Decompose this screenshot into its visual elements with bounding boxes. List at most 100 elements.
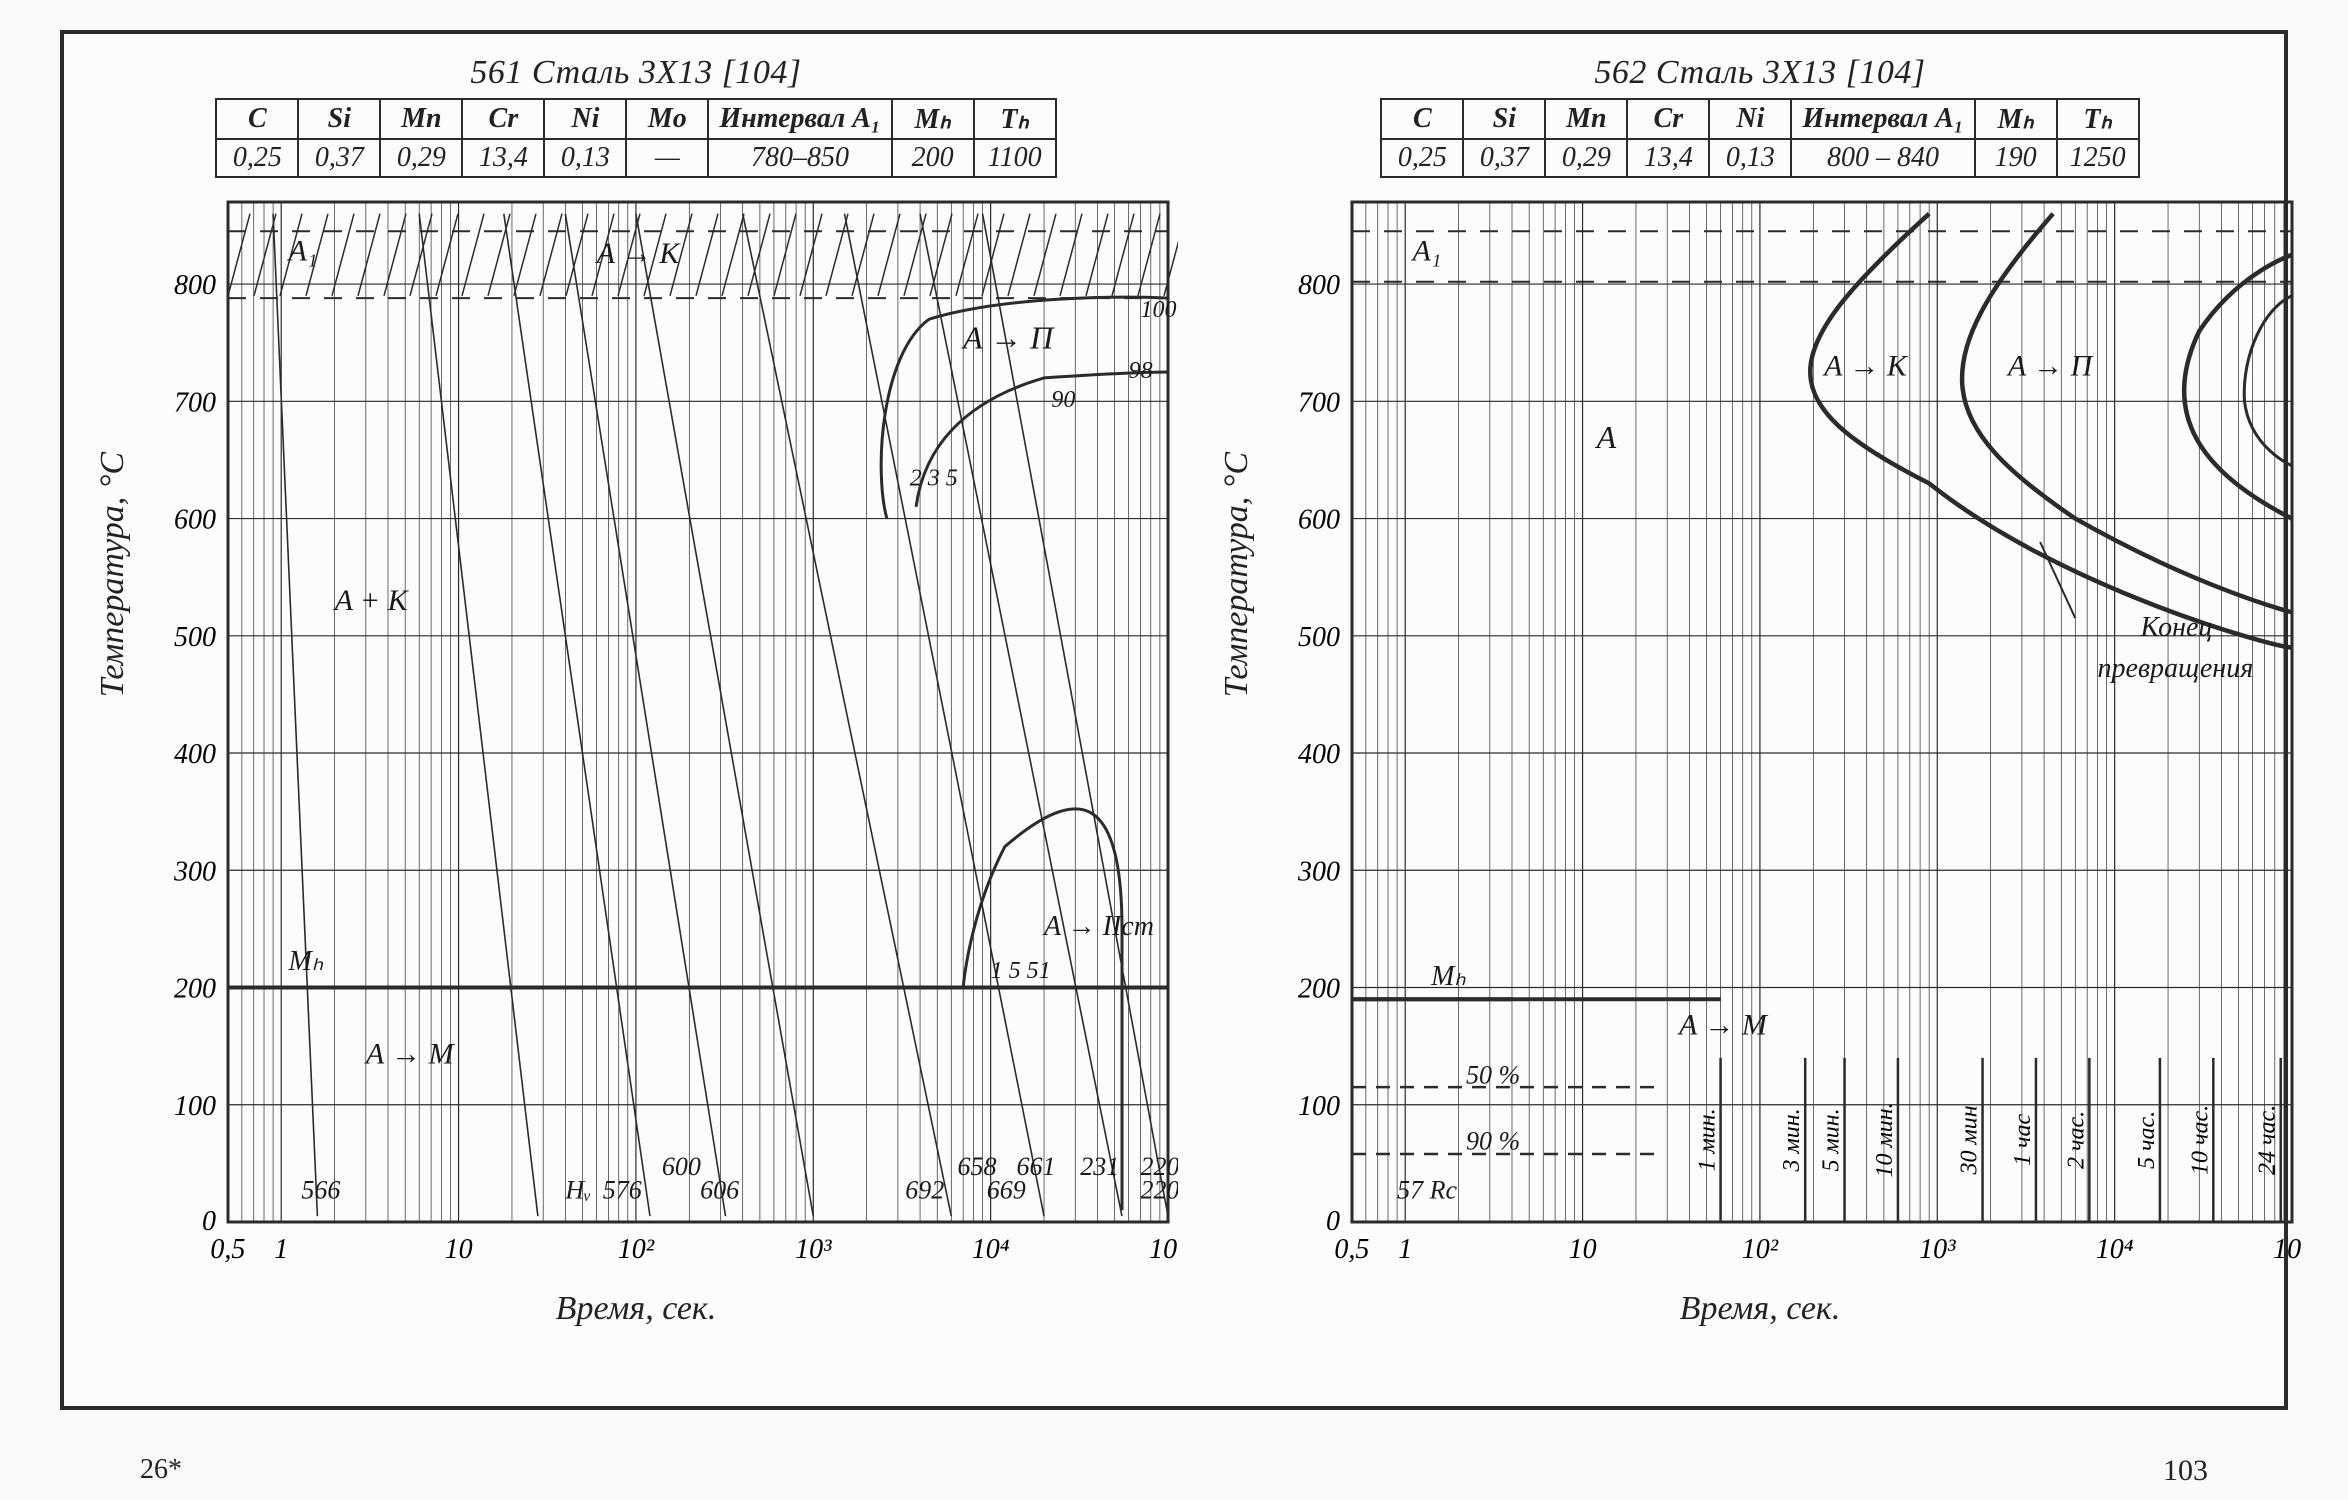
svg-text:5 час.: 5 час. [2134,1111,2160,1169]
svg-text:0: 0 [1326,1206,1340,1237]
svg-text:10 мин.: 10 мин. [1872,1102,1898,1177]
table-cell: — [626,139,708,177]
table-header: Интервал A₁ [1791,99,1974,139]
svg-text:566: 566 [301,1176,340,1205]
svg-text:1 час: 1 час [2010,1114,2036,1166]
svg-text:2 3 5: 2 3 5 [910,466,958,492]
composition-table: CSiMnCrNiИнтервал A₁MₕTₕ0,250,370,2913,4… [1380,98,2139,178]
figure-frame: 561 Сталь 3Х13 [104]CSiMnCrNiMoИнтервал … [60,30,2288,1410]
table-header: Mn [1545,99,1627,139]
svg-text:0,5: 0,5 [1334,1234,1369,1265]
composition-table: CSiMnCrNiMoИнтервал A₁MₕTₕ0,250,370,2913… [215,98,1056,178]
table-cell: 0,29 [1545,139,1627,177]
svg-text:600: 600 [1298,505,1340,536]
table-cell: 0,13 [1709,139,1791,177]
table-header: Интервал A₁ [708,99,891,139]
page-footer: 26* 103 [0,1454,2348,1488]
svg-text:A₁: A₁ [287,235,318,268]
svg-text:0: 0 [202,1206,216,1237]
table-header: Tₕ [2057,99,2139,139]
panel-title: 562 Сталь 3Х13 [104] [1594,54,1925,92]
svg-text:400: 400 [1298,739,1340,770]
svg-text:1 5 51: 1 5 51 [991,958,1051,984]
footnote-left: 26* [140,1454,182,1488]
table-cell: 1100 [974,139,1056,177]
svg-text:A + K: A + K [333,584,410,617]
table-cell: 800 – 840 [1791,139,1974,177]
svg-text:A → M: A → M [1677,1008,1769,1041]
chart-svg: 10020030040050060070080000,511010²10³10⁴… [138,192,1178,1282]
svg-text:1: 1 [274,1234,288,1265]
svg-text:Конец: Конец [2140,612,2213,643]
svg-text:700: 700 [174,387,216,418]
page-root: 561 Сталь 3Х13 [104]CSiMnCrNiMoИнтервал … [0,0,2348,1500]
table-cell: 0,13 [544,139,626,177]
svg-text:5 мин.: 5 мин. [1819,1108,1845,1171]
svg-text:500: 500 [1298,622,1340,653]
svg-text:400: 400 [174,739,216,770]
svg-text:231: 231 [1080,1152,1119,1181]
table-header: C [1381,99,1463,139]
page-number: 103 [2163,1454,2208,1488]
svg-text:A₁: A₁ [1411,235,1442,268]
svg-text:превращения: превращения [2097,653,2253,684]
svg-text:0,5: 0,5 [210,1234,245,1265]
svg-text:24 час.: 24 час. [2255,1105,2281,1175]
svg-text:2 час.: 2 час. [2063,1111,2089,1169]
table-header: Mₕ [1975,99,2057,139]
svg-text:1 мин.: 1 мин. [1695,1108,1721,1171]
table-header: Si [298,99,380,139]
svg-text:A → K: A → K [1822,350,1909,383]
svg-text:100: 100 [1298,1091,1340,1122]
svg-text:A → K: A → K [595,237,682,270]
svg-text:10⁵: 10⁵ [2273,1234,2302,1265]
table-cell: 0,29 [380,139,462,177]
svg-text:10⁴: 10⁴ [972,1234,1010,1265]
svg-text:100: 100 [174,1091,216,1122]
table-header: Mn [380,99,462,139]
svg-text:600: 600 [662,1152,701,1181]
svg-text:57 Rc: 57 Rc [1397,1176,1457,1205]
svg-text:661: 661 [1017,1152,1056,1181]
table-header: Ni [1709,99,1791,139]
table-cell: 1250 [2057,139,2139,177]
table-header: Ni [544,99,626,139]
svg-text:600: 600 [174,505,216,536]
table-header: Cr [462,99,544,139]
svg-text:10³: 10³ [795,1234,832,1265]
svg-text:90: 90 [1051,387,1075,413]
svg-text:30 мин: 30 мин [1957,1105,1983,1175]
svg-text:800: 800 [174,270,216,301]
panel-1: 562 Сталь 3Х13 [104]CSiMnCrNiИнтервал A₁… [1218,54,2302,1396]
chart-area: Температура, °C1002003004005006007008000… [1218,192,2302,1282]
panel-0: 561 Сталь 3Х13 [104]CSiMnCrNiMoИнтервал … [94,54,1178,1396]
svg-text:100: 100 [1141,297,1177,323]
svg-text:10²: 10² [618,1234,655,1265]
table-cell: 0,37 [298,139,380,177]
panel-title: 561 Сталь 3Х13 [104] [470,54,801,92]
table-header: Tₕ [974,99,1056,139]
table-cell: 190 [1975,139,2057,177]
svg-text:220: 220 [1141,1176,1178,1205]
chart-svg: 10020030040050060070080000,511010²10³10⁴… [1262,192,2302,1282]
y-axis-label: Температура, °C [1218,452,1256,697]
x-axis-label: Время, сек. [1680,1290,1841,1328]
svg-text:300: 300 [1297,856,1340,887]
svg-text:Hᵥ: Hᵥ [564,1176,591,1205]
y-axis-label: Температура, °C [94,452,132,697]
svg-text:200: 200 [174,974,216,1005]
svg-text:Mₕ: Mₕ [1430,961,1466,992]
table-header: Mₕ [892,99,974,139]
svg-text:700: 700 [1298,387,1340,418]
svg-text:10²: 10² [1742,1234,1779,1265]
svg-text:A → П: A → П [961,320,1055,356]
table-cell: 0,25 [216,139,298,177]
svg-text:500: 500 [174,622,216,653]
table-header: Cr [1627,99,1709,139]
table-cell: 13,4 [1627,139,1709,177]
svg-text:200: 200 [1298,974,1340,1005]
svg-text:692: 692 [905,1176,944,1205]
svg-text:300: 300 [173,856,216,887]
chart-area: Температура, °C 100 200 300 400 500 600 700 800 0… [94,192,1178,1282]
svg-text:98: 98 [1129,358,1153,384]
